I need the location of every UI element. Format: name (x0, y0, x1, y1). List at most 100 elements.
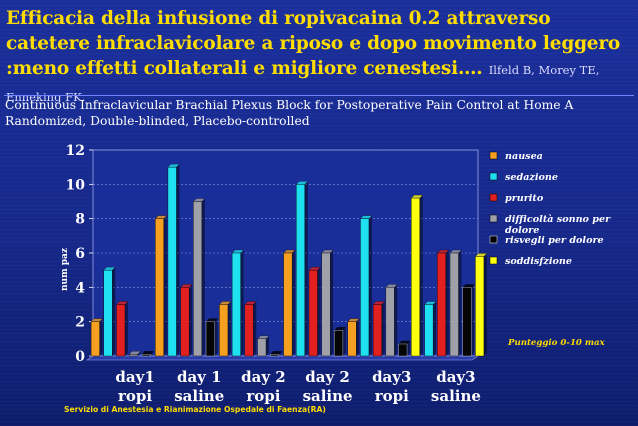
bar (283, 252, 293, 357)
x-tick-label: day1 (115, 368, 154, 386)
bar (398, 343, 408, 357)
bar-side (433, 301, 437, 356)
bar (372, 304, 382, 357)
bar-side (304, 181, 308, 356)
bar (308, 269, 318, 357)
bar (334, 330, 344, 357)
bar (360, 218, 370, 357)
bar (128, 354, 138, 357)
bar-side (150, 351, 154, 356)
y-tick-label: 10 (66, 177, 86, 193)
bar-side (253, 301, 257, 356)
x-tick-label: saline (174, 387, 224, 405)
x-tick-label: saline (303, 387, 353, 405)
bar (270, 354, 279, 357)
bar-side (458, 250, 462, 356)
legend-swatch (489, 172, 498, 181)
bar-side (483, 253, 487, 356)
legend-label: soddisfzione (505, 256, 572, 267)
legend-label: difficoltà sonno per dolore (505, 214, 611, 236)
bar (193, 201, 203, 357)
bar-side (266, 335, 270, 356)
title-divider (4, 95, 634, 96)
bar-side (317, 267, 321, 356)
y-tick-label: 2 (75, 315, 85, 331)
x-tick-label: saline (431, 387, 481, 405)
bar-side (342, 327, 346, 356)
bar-side (112, 267, 116, 356)
bar-side (227, 301, 231, 356)
slide-citation: Ilfeld B, Morey TE, Enneking FK. (6, 63, 600, 104)
y-tick-label: 6 (75, 246, 85, 262)
bar-side (368, 215, 372, 356)
bar (424, 304, 434, 357)
bar-side (201, 198, 205, 356)
bar (205, 321, 215, 357)
legend-label: sedazione (505, 172, 558, 183)
bar (141, 354, 151, 357)
bar-side (471, 284, 475, 356)
bar (449, 252, 459, 357)
bar (90, 321, 100, 357)
study-subtitle: Continuous Infraclavicular Brachial Plex… (5, 97, 635, 129)
footer-institution: Servizio di Anestesia e Rianimazione Osp… (64, 405, 326, 414)
bar (411, 197, 420, 357)
slide-title-text: Efficacia della infusione di ropivacaina… (6, 8, 621, 79)
bar-side (163, 215, 167, 356)
legend-swatch (489, 193, 498, 202)
slide-title: Efficacia della infusione di ropivacaina… (6, 6, 634, 110)
bar (231, 252, 241, 357)
legend-swatch (489, 235, 498, 244)
bar (155, 218, 164, 357)
bar (219, 304, 229, 357)
bar-side (176, 164, 180, 356)
y-tick-label: 8 (75, 212, 85, 228)
y-tick-label: 0 (75, 349, 85, 365)
legend-swatch (489, 256, 498, 265)
bar (167, 166, 177, 357)
bar-side (240, 250, 244, 356)
bar-side (278, 351, 282, 356)
x-tick-label: day3 (436, 368, 475, 386)
bar-side (99, 318, 103, 356)
bar-side (124, 301, 128, 356)
bar-side (292, 250, 296, 356)
legend-label: nausea (505, 151, 543, 162)
bar-side (445, 250, 449, 356)
bar-side (189, 284, 193, 356)
bar (180, 287, 190, 357)
bar (103, 269, 113, 357)
bar-side (137, 351, 141, 356)
chart-annotation: Punteggio 0-10 max (507, 338, 606, 348)
bar (321, 252, 331, 357)
plot-floor (86, 355, 479, 361)
bar (347, 321, 357, 357)
bar (462, 287, 472, 357)
study-subtitle-line1: Continuous Infraclavicular Brachial Plex… (5, 98, 574, 112)
bar (437, 252, 447, 357)
bar-side (407, 340, 411, 356)
y-tick-label: 12 (66, 143, 85, 159)
bar-side (381, 301, 385, 356)
legend-swatch (489, 214, 498, 223)
study-subtitle-line2: Randomized, Double-blinded, Placebo-cont… (5, 114, 310, 128)
x-tick-label: ropi (375, 387, 409, 405)
bar (475, 256, 485, 357)
bar-side (419, 195, 423, 356)
bar (296, 184, 305, 357)
x-tick-label: day3 (372, 368, 411, 386)
bar-side (394, 284, 398, 356)
x-tick-label: day 2 (241, 368, 286, 386)
legend-label: risvegli per dolore (505, 235, 604, 246)
chart-legend: nausea sedazione prurito difficoltà sonno p… (489, 151, 611, 267)
bar-side (356, 318, 360, 356)
legend-label: prurito (505, 193, 544, 204)
legend-swatch (489, 151, 498, 160)
x-tick-label: ropi (118, 387, 152, 405)
y-tick-label: 4 (75, 280, 85, 296)
y-axis-label: num paz (60, 248, 70, 291)
x-tick-label: day 1 (177, 368, 222, 386)
x-tick-label: ropi (246, 387, 280, 405)
bar (244, 304, 254, 357)
